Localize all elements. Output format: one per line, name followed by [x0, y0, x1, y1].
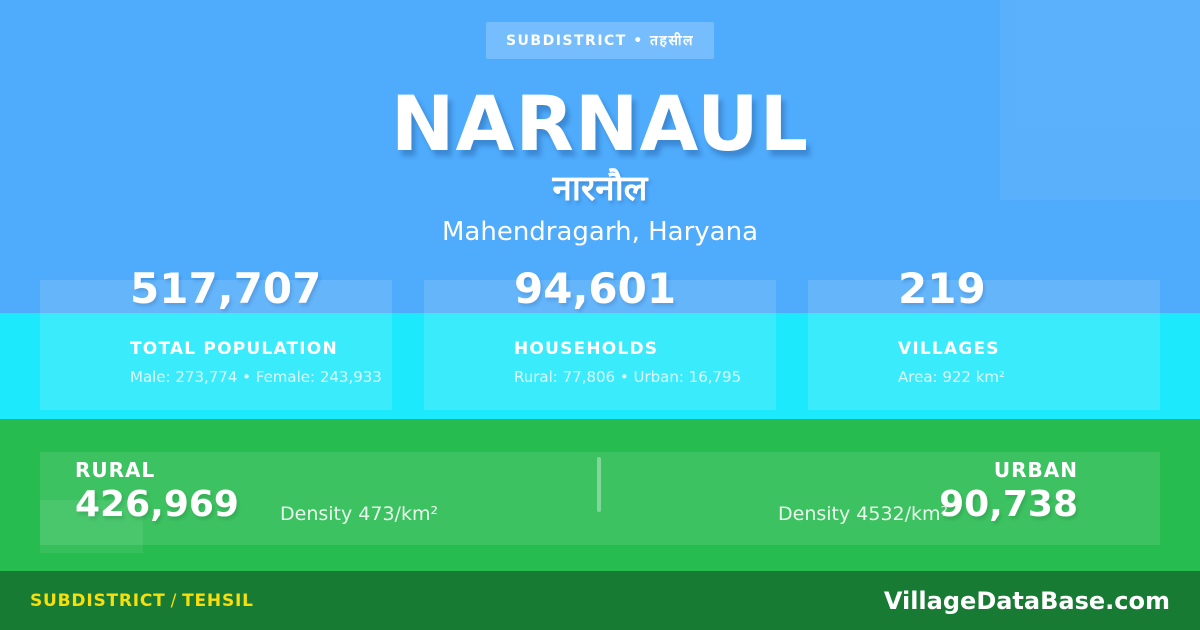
- footer-type-label: SUBDISTRICT / TEHSIL: [30, 591, 254, 611]
- footer-type-secondary: TEHSIL: [182, 590, 254, 611]
- stat-label: TOTAL POPULATION: [130, 339, 338, 359]
- green-band: [0, 419, 1200, 571]
- badge-row: SUBDISTRICT • तहसील: [0, 22, 1200, 59]
- rural-label: RURAL: [75, 458, 156, 482]
- stat-label: VILLAGES: [898, 339, 1000, 359]
- stat-value: 517,707: [130, 264, 322, 313]
- urban-label: URBAN: [993, 458, 1078, 482]
- cyan-band: [0, 313, 1200, 419]
- stat-card-total-population: 517,707 TOTAL POPULATION Male: 273,774 •…: [40, 268, 392, 410]
- stat-detail: Male: 273,774 • Female: 243,933: [130, 368, 382, 386]
- rural-urban-panel: RURAL 426,969 Density 473/km² Density 45…: [40, 452, 1160, 553]
- stat-value: 94,601: [514, 264, 677, 313]
- urban-density: Density 4532/km²: [778, 503, 949, 525]
- rural-value: 426,969: [75, 484, 239, 525]
- type-badge: SUBDISTRICT • तहसील: [485, 22, 715, 59]
- urban-value: 90,738: [939, 484, 1078, 525]
- stat-value: 219: [898, 264, 986, 313]
- rural-density: Density 473/km²: [280, 503, 439, 525]
- site-name-label: VillageDataBase.com: [883, 586, 1170, 615]
- district-state-label: Mahendragarh, Haryana: [441, 217, 759, 247]
- stat-detail: Area: 922 km²: [898, 368, 1006, 386]
- decor-patch-top-right: [1000, 0, 1200, 200]
- slash-separator: /: [170, 590, 178, 611]
- page-title-hindi: नारनौल: [552, 169, 648, 209]
- footer-bar: SUBDISTRICT / TEHSIL VillageDataBase.com: [0, 571, 1200, 630]
- stat-detail: Rural: 77,806 • Urban: 16,795: [514, 368, 742, 386]
- footer-type-primary: SUBDISTRICT: [30, 590, 166, 611]
- urban-stat: URBAN 90,738: [939, 460, 1078, 523]
- divider: [597, 457, 601, 512]
- page-title: NARNAUL: [390, 79, 810, 168]
- stat-label: HOUSEHOLDS: [514, 339, 659, 359]
- decor-patch-bottom-left: [40, 500, 143, 553]
- rural-stat: RURAL 426,969: [75, 460, 239, 523]
- stat-card-households: 94,601 HOUSEHOLDS Rural: 77,806 • Urban:…: [424, 268, 776, 410]
- stat-card-villages: 219 VILLAGES Area: 922 km²: [808, 268, 1160, 410]
